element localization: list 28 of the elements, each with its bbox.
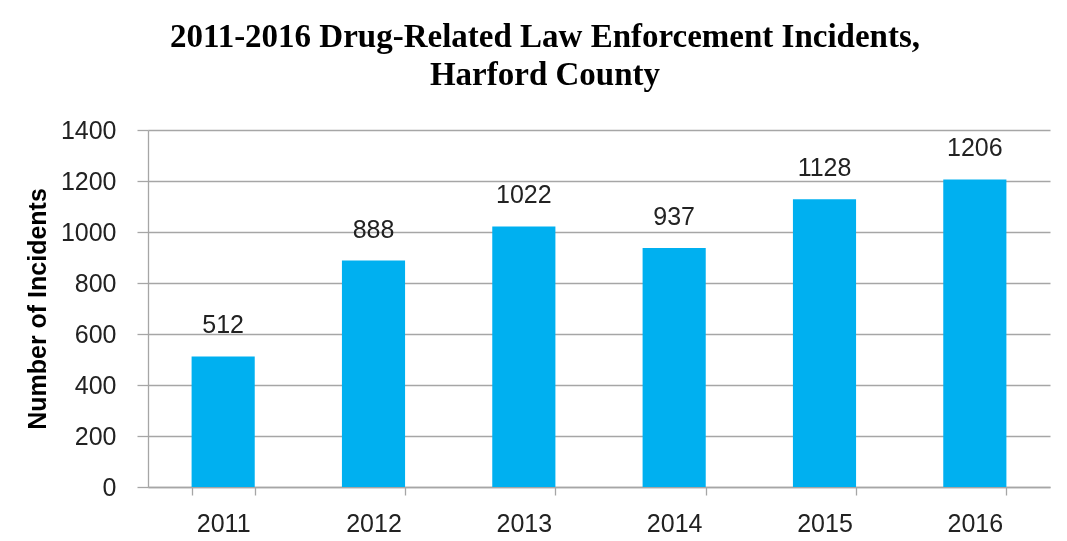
x-tick-label: 2012 (346, 508, 402, 537)
y-tick-label: 0 (102, 472, 117, 501)
bar (943, 179, 1007, 487)
y-tick-label: 400 (74, 370, 117, 399)
y-tick-label: 800 (74, 268, 117, 297)
data-label: 1206 (947, 133, 1003, 162)
y-tick-label: 200 (74, 421, 117, 450)
data-label: 512 (202, 310, 245, 339)
x-tick-label: 2015 (797, 508, 853, 537)
bar (191, 356, 255, 487)
data-label: 1128 (797, 153, 852, 182)
y-tick-label: 1000 (60, 217, 117, 246)
bar (341, 260, 406, 487)
x-tick-label: 2016 (947, 508, 1004, 537)
data-label: 888 (352, 214, 395, 243)
y-tick-label: 600 (74, 319, 117, 348)
chart-title: 2011-2016 Drug-Related Law Enforcement Incidents, Harford County (169, 18, 921, 92)
y-axis-title: Number of Incidents (22, 188, 51, 430)
bar (642, 248, 706, 487)
bar (792, 199, 857, 487)
y-tick-label: 1200 (60, 166, 117, 195)
x-tick-label: 2011 (196, 508, 251, 537)
data-label: 1022 (496, 180, 552, 209)
x-tick-label: 2014 (646, 508, 703, 537)
y-tick-label: 1400 (60, 115, 117, 144)
x-tick-label: 2013 (496, 508, 553, 537)
bar (492, 226, 556, 487)
data-label: 937 (653, 202, 696, 231)
